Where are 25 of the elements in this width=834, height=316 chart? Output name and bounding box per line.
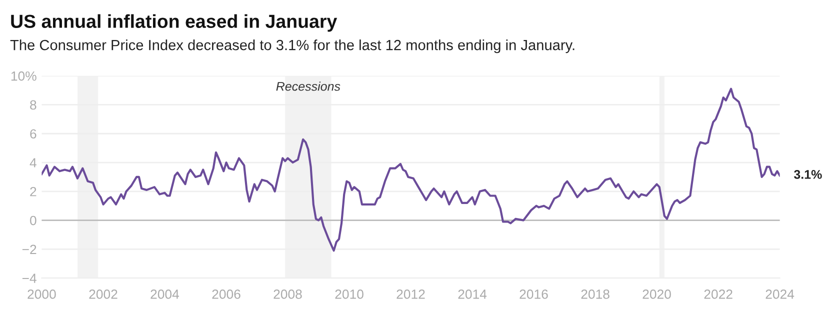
x-tick-label: 2016 xyxy=(520,290,548,299)
y-tick-label: 2 xyxy=(30,186,36,196)
y-tick-label: 0 xyxy=(30,216,36,226)
y-tick-label: 6 xyxy=(30,129,36,139)
x-tick-label: 2010 xyxy=(335,290,364,299)
x-tick-label: 2002 xyxy=(89,290,118,299)
chart-title: US annual inflation eased in January xyxy=(11,14,338,32)
x-tick-label: 2020 xyxy=(642,290,671,299)
x-tick-label: 2000 xyxy=(28,290,56,299)
chart-subtitle: The Consumer Price Index decreased to 3.1% for the last 12 months ending in January. xyxy=(10,40,574,54)
x-tick-label: 2022 xyxy=(704,290,732,299)
x-tick-label: 2024 xyxy=(766,290,794,299)
band-label: Recessions xyxy=(276,82,340,91)
x-tick-label: 2018 xyxy=(581,290,610,299)
x-tick-label: 2006 xyxy=(212,290,240,299)
x-tick-label: 2012 xyxy=(396,290,425,299)
annotation: 3.1% xyxy=(794,170,822,179)
y-tick-label: −4 xyxy=(22,274,36,283)
x-tick-label: 2004 xyxy=(150,290,180,299)
y-tick-label: 10% xyxy=(11,71,36,81)
y-tick-label: −2 xyxy=(22,244,36,254)
y-tick-label: 8 xyxy=(30,100,36,110)
x-tick-label: 2014 xyxy=(458,290,487,299)
y-tick-label: 4 xyxy=(30,158,36,168)
x-tick-label: 2008 xyxy=(274,290,302,299)
